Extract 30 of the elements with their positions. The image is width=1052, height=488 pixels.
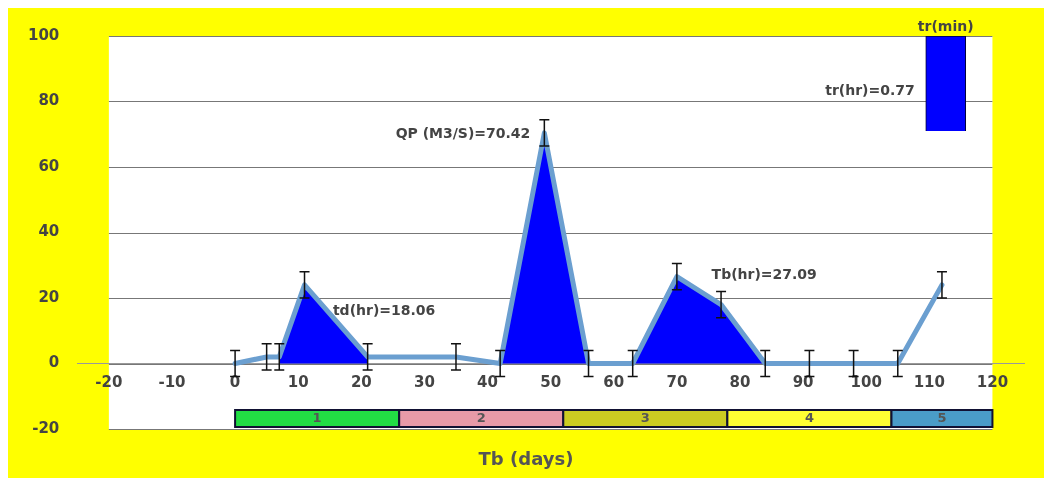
band-label: 3 (640, 410, 650, 426)
y-tick-label: 40 (38, 222, 60, 241)
x-tick-label: 10 (287, 373, 309, 392)
x-axis-title: Tb (days) (477, 448, 575, 471)
x-tick-label: -10 (158, 373, 186, 392)
x-tick-label: 30 (413, 373, 435, 392)
x-tick-label: 80 (729, 373, 751, 392)
annotation: Tb(hr)=27.09 (711, 266, 817, 283)
y-tick-label: 80 (38, 91, 60, 110)
band-label: 4 (804, 410, 814, 426)
x-tick-label: 70 (666, 373, 688, 392)
y-tick-label: 100 (28, 25, 60, 44)
band-label: 2 (476, 410, 486, 426)
x-tick-label: 60 (603, 373, 625, 392)
x-tick-label: 50 (540, 373, 562, 392)
y-tick-label: 60 (38, 156, 60, 175)
y-tick-label: -20 (32, 418, 60, 437)
x-tick-label: 40 (477, 373, 498, 392)
annotation: td(hr)=18.06 (332, 301, 436, 318)
band-label: 1 (312, 410, 322, 426)
y-tick-label: 20 (38, 287, 60, 306)
x-tick-label: -20 (95, 373, 123, 392)
annotation: tr(min) (917, 17, 974, 34)
x-tick-label: 100 (850, 373, 882, 392)
y-tick-label: 0 (48, 353, 60, 372)
annotation: QP (M3/S)=70.42 (395, 124, 531, 141)
band-label: 5 (937, 410, 947, 426)
x-tick-label: 110 (913, 373, 945, 392)
x-tick-label: 20 (350, 373, 372, 392)
annotation: tr(hr)=0.77 (825, 81, 915, 98)
